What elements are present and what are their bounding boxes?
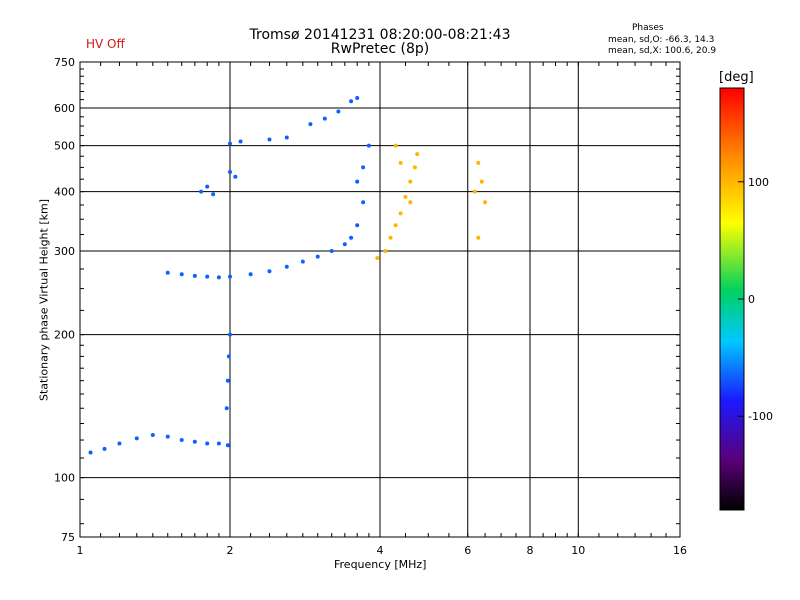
x-mode-point [476, 235, 481, 240]
x-mode-point [388, 235, 393, 240]
x-tick-label: 1 [77, 544, 84, 557]
o-mode-point [329, 249, 334, 254]
o-mode-point [150, 432, 155, 437]
hv-status-label: HV Off [86, 37, 125, 51]
y-tick-label: 200 [54, 329, 75, 342]
colorbar-tick-label: -100 [748, 410, 773, 423]
x-mode-point [393, 223, 398, 228]
o-mode-point [233, 174, 238, 179]
y-tick-label: 750 [54, 56, 75, 69]
o-mode-point [361, 200, 366, 205]
phases-o-mode-stats: mean, sd,O: -66.3, 14.3 [608, 35, 715, 45]
y-tick-label: 300 [54, 245, 75, 258]
y-tick-label: 500 [54, 140, 75, 153]
o-mode-point [349, 99, 354, 104]
x-mode-point [403, 194, 408, 199]
colorbar-unit-label: [deg] [719, 70, 754, 85]
colorbar-tick-label: 0 [748, 293, 755, 306]
o-mode-point [117, 441, 122, 446]
x-mode-point [375, 256, 380, 261]
o-mode-point [192, 273, 197, 278]
o-mode-point [205, 184, 210, 189]
chart-title: Tromsø 20141231 08:20:00-08:21:43 [249, 27, 511, 43]
o-mode-point [228, 170, 232, 175]
o-mode-point [224, 406, 229, 411]
y-tick-label: 600 [54, 102, 75, 115]
o-mode-point [165, 434, 170, 439]
o-mode-point [225, 443, 230, 448]
x-mode-point [393, 143, 398, 148]
x-mode-point [476, 160, 481, 165]
o-mode-point [226, 354, 231, 359]
o-mode-point [300, 259, 305, 264]
x-mode-point [408, 179, 413, 184]
o-mode-point [366, 143, 371, 148]
o-mode-point [211, 192, 216, 197]
o-mode-point [342, 242, 347, 247]
o-mode-point [205, 441, 210, 446]
o-mode-point [349, 235, 354, 240]
colorbar-tick-label: 100 [748, 176, 769, 189]
x-tick-label: 2 [227, 544, 234, 557]
o-mode-point [225, 378, 230, 383]
o-mode-point [284, 135, 289, 140]
o-mode-point [199, 189, 204, 194]
x-axis-label: Frequency [MHz] [334, 558, 427, 571]
o-mode-point [205, 274, 210, 279]
x-mode-point [479, 179, 484, 184]
x-mode-point [408, 200, 413, 205]
o-mode-point [308, 122, 313, 127]
chart-subtitle: RwPretec (8p) [330, 41, 430, 57]
x-tick-label: 16 [673, 544, 687, 557]
o-mode-point [165, 270, 170, 275]
o-mode-point [179, 272, 184, 277]
o-mode-point [134, 436, 139, 441]
o-mode-point [355, 95, 360, 100]
o-mode-point [284, 264, 289, 269]
x-mode-point [472, 189, 477, 194]
o-mode-point [216, 441, 221, 446]
o-mode-point [228, 274, 232, 279]
y-tick-label: 400 [54, 186, 75, 199]
o-mode-point [238, 139, 243, 144]
y-tick-label: 100 [54, 472, 75, 485]
x-mode-point [398, 160, 403, 165]
x-tick-label: 10 [571, 544, 585, 557]
o-mode-point [336, 109, 341, 114]
o-mode-point [228, 141, 232, 146]
o-mode-point [192, 439, 197, 444]
o-mode-point [355, 223, 360, 228]
o-mode-point [248, 272, 253, 277]
x-tick-label: 6 [464, 544, 471, 557]
o-mode-point [315, 254, 320, 259]
o-mode-point [355, 179, 360, 184]
o-mode-point [179, 438, 184, 443]
x-mode-point [398, 211, 403, 216]
o-mode-point [361, 165, 366, 170]
o-mode-point [267, 269, 272, 274]
x-tick-label: 8 [527, 544, 534, 557]
o-mode-point [102, 446, 107, 451]
x-mode-point [383, 249, 388, 254]
o-mode-point [267, 137, 272, 142]
phases-x-mode-stats: mean, sd,X: 100.6, 20.9 [608, 46, 717, 56]
o-mode-point [228, 332, 232, 337]
x-mode-point [415, 152, 420, 157]
o-mode-point [88, 450, 93, 455]
o-mode-point [322, 116, 327, 121]
phases-heading: Phases [632, 23, 664, 33]
x-mode-point [483, 200, 488, 205]
x-tick-label: 4 [377, 544, 384, 557]
o-mode-point [216, 275, 221, 280]
y-tick-label: 75 [61, 531, 75, 544]
x-mode-point [412, 165, 417, 170]
